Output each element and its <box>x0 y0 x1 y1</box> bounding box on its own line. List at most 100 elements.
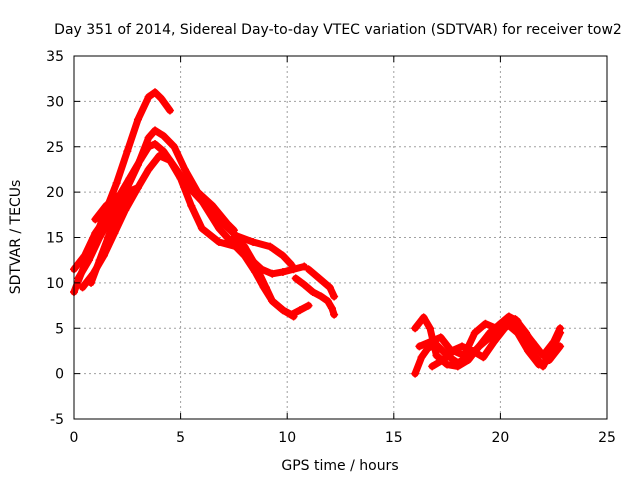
data-point <box>125 174 134 183</box>
x-tick-label: 25 <box>598 430 616 446</box>
data-point <box>426 337 435 346</box>
series-arc-3 <box>70 140 296 274</box>
data-point <box>327 304 336 313</box>
data-point <box>432 351 441 360</box>
series-arc-8 <box>229 233 298 321</box>
data-point <box>534 360 543 369</box>
data-point <box>144 92 153 101</box>
data-point <box>240 242 249 251</box>
data-point <box>511 315 520 324</box>
x-tick-label: 0 <box>70 430 79 446</box>
data-point <box>308 287 317 296</box>
data-point <box>268 297 277 306</box>
data-point <box>214 238 223 247</box>
y-tick-label: -5 <box>50 412 64 428</box>
data-point <box>415 342 424 351</box>
data-point <box>289 312 298 321</box>
data-point <box>295 306 304 315</box>
y-axis-label: SDTVAR / TECUs <box>8 180 24 295</box>
y-tick-label: 30 <box>46 94 64 110</box>
data-point <box>144 142 153 151</box>
data-point <box>144 165 153 174</box>
data-point <box>513 328 522 337</box>
data-point <box>539 351 548 360</box>
data-point <box>485 328 494 337</box>
data-point <box>417 353 426 362</box>
data-point <box>545 356 554 365</box>
data-point <box>268 269 277 278</box>
data-point <box>144 133 153 142</box>
data-point <box>330 310 339 319</box>
data-point <box>500 324 509 333</box>
y-tick-label: 10 <box>46 276 64 292</box>
data-point <box>91 228 100 237</box>
data-point <box>460 351 469 360</box>
data-point <box>330 292 339 301</box>
data-point <box>436 333 445 342</box>
y-tick-label: 0 <box>55 367 64 383</box>
data-point <box>289 265 298 274</box>
data-point <box>556 324 565 333</box>
data-point <box>197 224 206 233</box>
data-point <box>426 324 435 333</box>
data-point <box>315 274 324 283</box>
x-tick-label: 10 <box>278 430 296 446</box>
data-point <box>323 297 332 306</box>
data-point <box>524 346 533 355</box>
series-trace <box>79 152 308 291</box>
data-point <box>151 140 160 149</box>
data-point <box>411 369 420 378</box>
grid <box>74 56 607 419</box>
x-axis-label: GPS time / hours <box>281 458 398 474</box>
data-point <box>104 233 113 242</box>
x-tick-label: 5 <box>176 430 185 446</box>
data-point <box>80 251 89 260</box>
data-point <box>151 88 160 97</box>
data-point <box>317 292 326 301</box>
data-point <box>197 197 206 206</box>
axis-ticks: 0 5 10 15 20 25 -5 0 5 10 15 20 25 30 35 <box>46 49 616 446</box>
data-point <box>470 328 479 337</box>
data-point <box>556 342 565 351</box>
x-tick-label: 15 <box>385 430 403 446</box>
data-point <box>490 337 499 346</box>
data-point <box>475 342 484 351</box>
y-tick-label: 35 <box>46 49 64 65</box>
data-point <box>165 106 174 115</box>
data-point <box>261 283 270 292</box>
data-point <box>133 183 142 192</box>
data-point <box>266 242 275 251</box>
data-series <box>70 88 565 378</box>
data-point <box>325 283 334 292</box>
data-point <box>278 251 287 260</box>
data-point <box>481 319 490 328</box>
data-point <box>428 362 437 371</box>
data-point <box>180 165 189 174</box>
data-point <box>443 360 452 369</box>
data-point <box>453 362 462 371</box>
chart-title: Day 351 of 2014, Sidereal Day-to-day VTE… <box>54 22 622 38</box>
y-tick-label: 20 <box>46 185 64 201</box>
data-point <box>187 201 196 210</box>
data-point <box>91 215 100 224</box>
series-trace <box>230 234 298 320</box>
data-point <box>104 210 113 219</box>
data-point <box>214 224 223 233</box>
data-point <box>176 174 185 183</box>
x-tick-label: 20 <box>491 430 509 446</box>
data-point <box>249 238 258 247</box>
data-point <box>411 324 420 333</box>
data-point <box>87 278 96 287</box>
data-point <box>278 267 287 276</box>
data-point <box>123 147 132 156</box>
series-trace <box>305 265 338 300</box>
data-point <box>229 233 238 242</box>
data-point <box>419 313 428 322</box>
data-point <box>123 188 132 197</box>
data-point <box>133 115 142 124</box>
data-point <box>155 151 164 160</box>
series-arc-10 <box>304 265 339 301</box>
data-point <box>112 192 121 201</box>
series-arc-14 <box>415 315 541 362</box>
